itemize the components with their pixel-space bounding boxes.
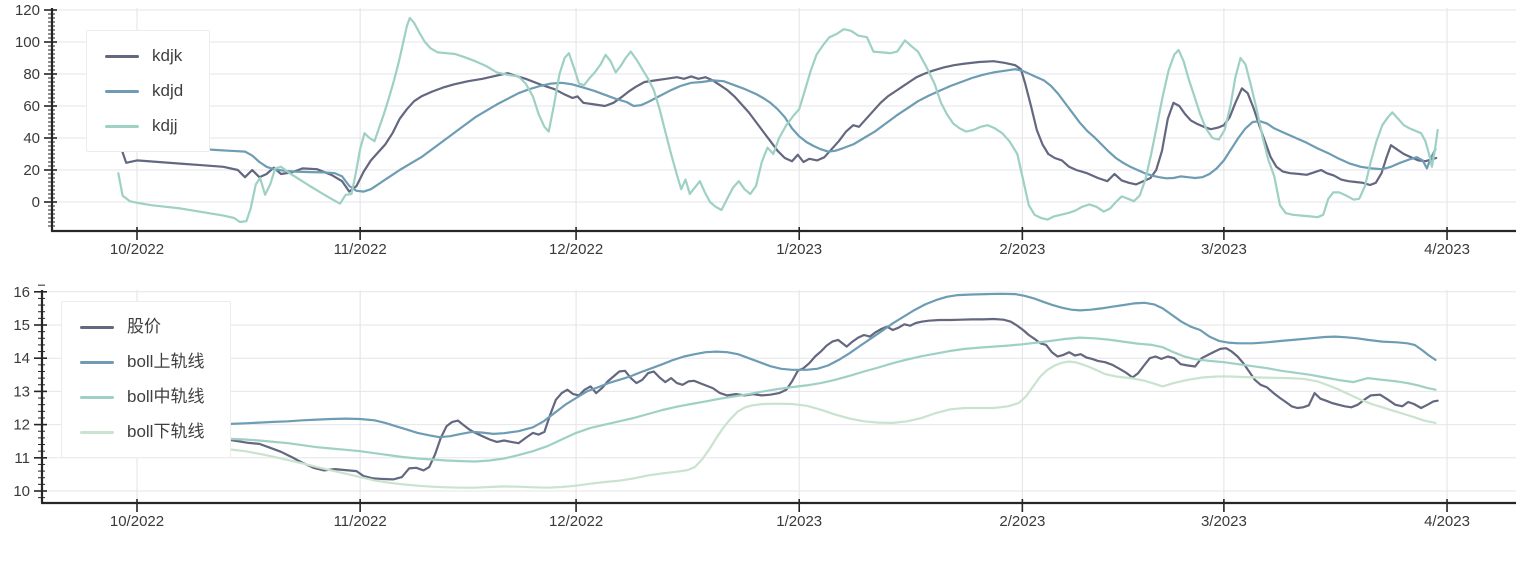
legend-label: kdjk [152,46,183,65]
legend-swatch-icon [105,89,139,93]
legend-item-boll下轨线: boll下轨线 [80,422,204,442]
x-tick-label: 4/2023 [1424,513,1470,530]
x-tick-label: 2/2023 [999,241,1045,258]
x-tick-label: 12/2022 [549,241,603,258]
y-tick-label: 11 [14,450,30,467]
legend-item-kdjj: kdjj [105,116,183,136]
legend-item-kdjk: kdjk [105,46,183,66]
y-tick-label: 14 [13,350,30,367]
legend-label: kdjj [152,116,178,135]
legend-item-kdjd: kdjd [105,81,183,101]
series-line-kdjj [117,16,1439,224]
series-line-boll上轨线 [213,292,1437,439]
y-tick-label: 100 [15,34,40,51]
bollinger-chart-legend: 股价 boll上轨线 boll中轨线 boll下轨线 [61,301,232,458]
x-tick-label: 10/2022 [110,513,164,530]
legend-swatch-icon [80,360,114,364]
legend-label: 股价 [127,317,161,336]
legend-label: kdjd [152,81,184,100]
x-tick-label: 3/2023 [1201,241,1247,258]
series-line-boll中轨线 [213,336,1437,463]
kdj-chart-legend: kdjk kdjd kdjj [86,30,211,152]
y-tick-label: 10 [13,483,30,500]
legend-label: boll上轨线 [127,352,205,371]
y-tick-label: 40 [23,130,40,147]
y-tick-label: 20 [23,162,40,179]
y-tick-label: 13 [13,383,30,400]
legend-swatch-icon [105,124,139,128]
x-tick-label: 12/2022 [549,513,603,530]
series-line-kdjd [204,68,1437,193]
y-tick-label: 80 [23,66,40,83]
x-tick-label: 10/2022 [110,241,164,258]
y-tick-label: 0 [32,194,40,211]
legend-label: boll中轨线 [127,387,205,406]
x-tick-label: 1/2023 [776,513,822,530]
y-tick-label: 12 [13,417,30,434]
legend-item-boll上轨线: boll上轨线 [80,352,204,372]
x-tick-label: 3/2023 [1201,513,1247,530]
legend-label: boll下轨线 [127,422,205,441]
x-tick-label: 11/2022 [334,241,387,258]
x-tick-label: 11/2022 [334,513,387,530]
x-tick-label: 1/2023 [776,241,822,258]
y-tick-label: 16 [13,284,30,301]
legend-swatch-icon [105,54,139,58]
bollinger-price-chart: 10/2022 11/2022 12/2022 1/2023 2/2023 3/2023 4… [13,284,1516,530]
legend-item-boll中轨线: boll中轨线 [80,387,204,407]
x-tick-label: 2/2023 [999,513,1045,530]
legend-item-股价: 股价 [80,317,204,337]
y-tick-label: 15 [13,317,30,334]
legend-swatch-icon [80,325,114,329]
y-tick-label: 120 [15,2,40,19]
legend-swatch-icon [80,395,114,399]
x-tick-label: 4/2023 [1424,241,1470,258]
kdj-indicator-chart: 10/2022 11/2022 12/2022 1/2023 2/2023 3/2023 4… [15,2,1516,258]
y-tick-label: 60 [23,98,40,115]
series-line-boll下轨线 [213,360,1437,489]
legend-swatch-icon [80,430,114,434]
